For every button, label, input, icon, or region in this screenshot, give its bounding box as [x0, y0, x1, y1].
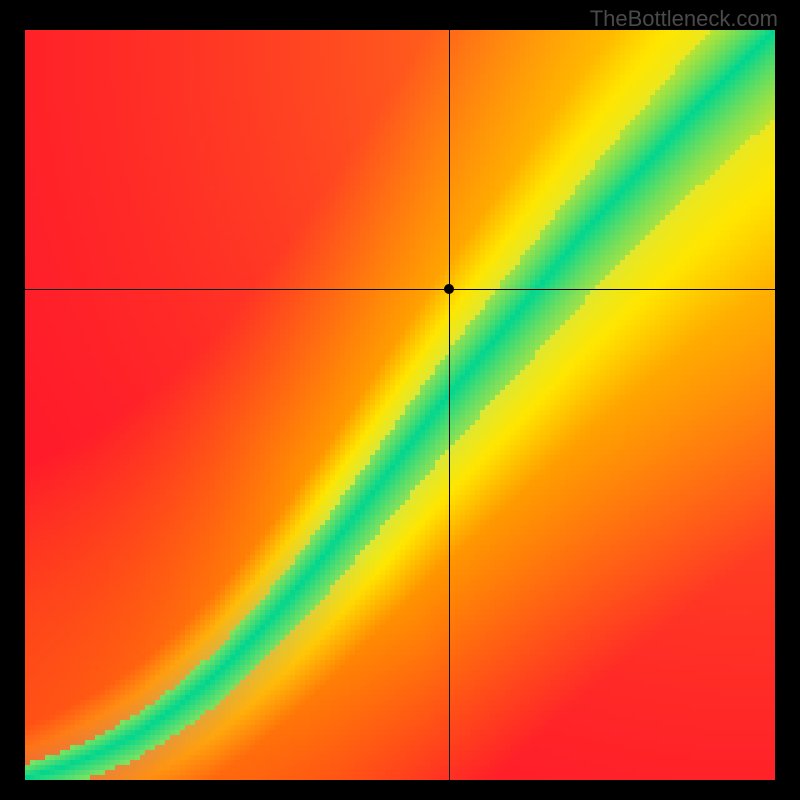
crosshair-horizontal — [25, 289, 775, 290]
chart-container: TheBottleneck.com — [0, 0, 800, 800]
watermark-text: TheBottleneck.com — [590, 6, 778, 32]
heatmap-canvas — [25, 30, 775, 780]
crosshair-vertical — [449, 30, 450, 780]
heatmap-plot — [25, 30, 775, 780]
marker-dot — [444, 284, 454, 294]
